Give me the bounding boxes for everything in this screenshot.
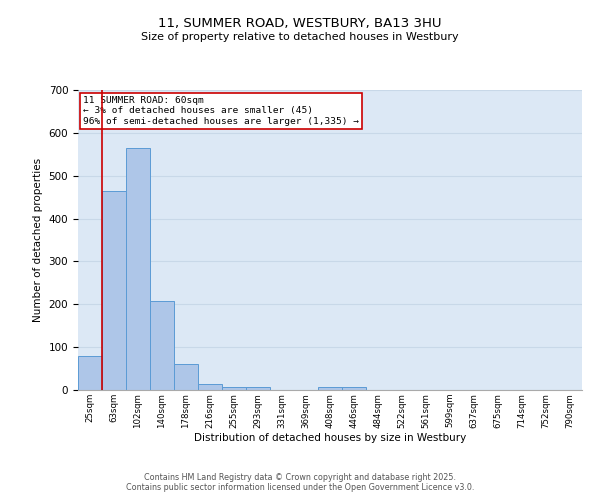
Bar — [318, 386, 342, 390]
Bar — [78, 356, 102, 390]
Y-axis label: Number of detached properties: Number of detached properties — [33, 158, 43, 322]
Text: Size of property relative to detached houses in Westbury: Size of property relative to detached ho… — [141, 32, 459, 42]
Bar — [342, 386, 366, 390]
X-axis label: Distribution of detached houses by size in Westbury: Distribution of detached houses by size … — [194, 433, 466, 443]
Bar — [126, 148, 150, 390]
Bar — [174, 364, 198, 390]
Text: 11, SUMMER ROAD, WESTBURY, BA13 3HU: 11, SUMMER ROAD, WESTBURY, BA13 3HU — [158, 18, 442, 30]
Bar — [246, 386, 270, 390]
Text: Contains HM Land Registry data © Crown copyright and database right 2025.
Contai: Contains HM Land Registry data © Crown c… — [126, 473, 474, 492]
Bar — [222, 386, 246, 390]
Bar — [102, 190, 126, 390]
Text: 11 SUMMER ROAD: 60sqm
← 3% of detached houses are smaller (45)
96% of semi-detac: 11 SUMMER ROAD: 60sqm ← 3% of detached h… — [83, 96, 359, 126]
Bar — [198, 384, 222, 390]
Bar — [150, 301, 174, 390]
